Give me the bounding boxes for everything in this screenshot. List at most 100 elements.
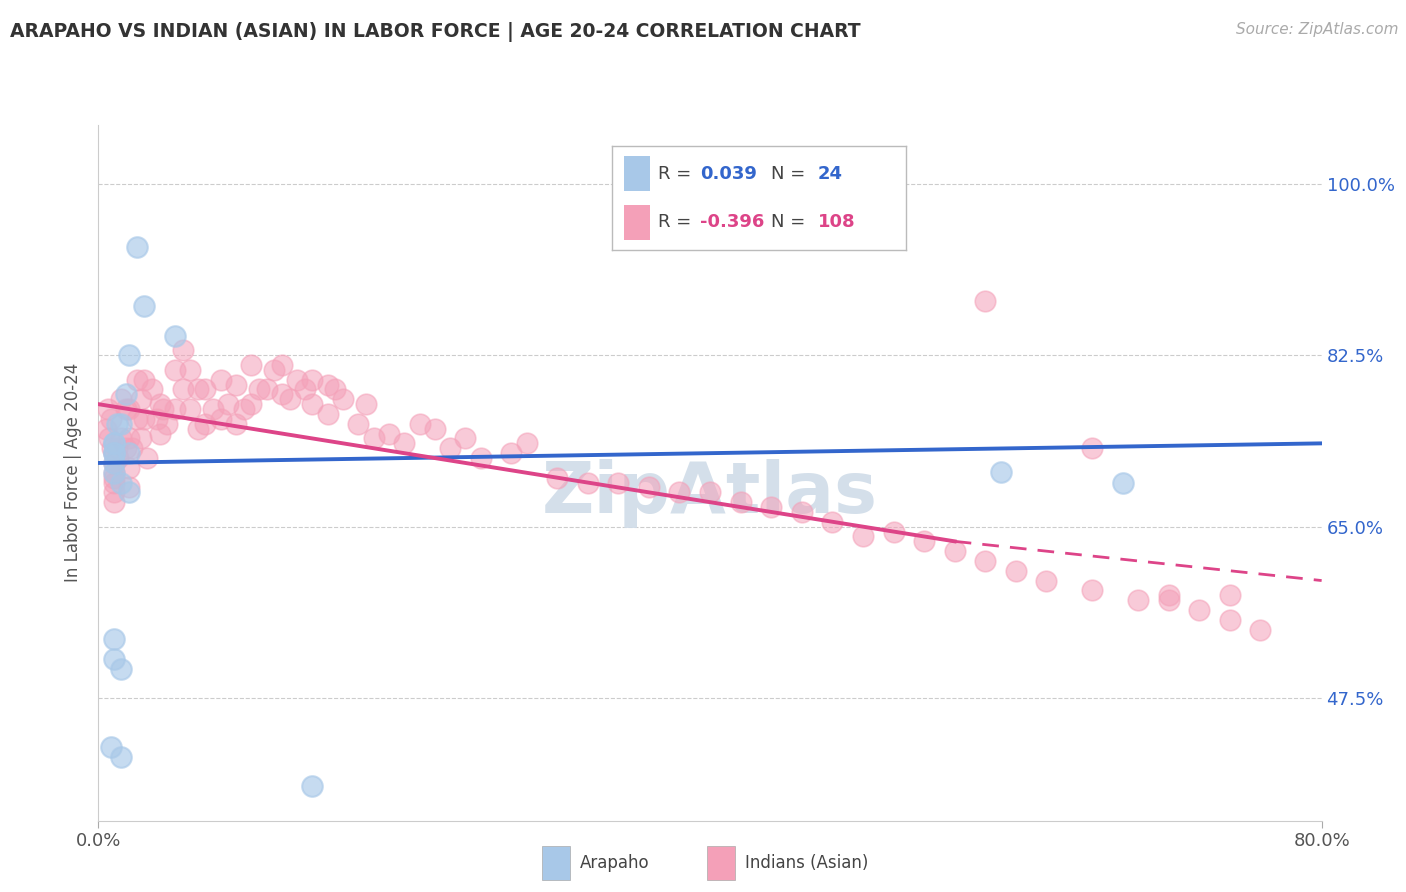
Point xyxy=(125,373,148,387)
Point xyxy=(240,397,263,411)
Point xyxy=(209,373,232,387)
Point xyxy=(110,750,132,764)
Text: -0.396: -0.396 xyxy=(700,213,765,231)
Point xyxy=(325,383,347,397)
Point xyxy=(1249,623,1271,637)
Point xyxy=(363,432,385,446)
Point xyxy=(172,383,194,397)
Point xyxy=(100,412,122,426)
Point xyxy=(110,392,132,407)
Point xyxy=(294,383,316,397)
Point xyxy=(118,446,141,460)
Point xyxy=(392,436,416,450)
Text: Indians (Asian): Indians (Asian) xyxy=(745,854,869,872)
Point xyxy=(103,436,125,450)
Point xyxy=(121,442,143,456)
Point xyxy=(103,456,125,470)
Point xyxy=(194,417,217,431)
Point xyxy=(1157,588,1180,602)
Point xyxy=(883,524,905,539)
Point xyxy=(118,432,141,446)
Point xyxy=(118,485,141,500)
Point xyxy=(103,446,125,460)
Text: ARAPAHO VS INDIAN (ASIAN) IN LABOR FORCE | AGE 20-24 CORRELATION CHART: ARAPAHO VS INDIAN (ASIAN) IN LABOR FORCE… xyxy=(10,22,860,42)
Point xyxy=(172,343,194,358)
Point xyxy=(354,397,377,411)
Point xyxy=(103,495,125,509)
Bar xyxy=(624,205,651,240)
Point xyxy=(97,402,120,417)
Text: ZipAtlas: ZipAtlas xyxy=(543,459,877,528)
Point xyxy=(103,485,125,500)
Point xyxy=(134,373,156,387)
Point xyxy=(225,377,247,392)
Point xyxy=(247,383,270,397)
Point xyxy=(149,426,172,441)
Point xyxy=(105,417,128,431)
Point xyxy=(103,446,125,460)
Point xyxy=(103,446,125,460)
Point xyxy=(1157,593,1180,607)
Point xyxy=(637,480,661,494)
Point xyxy=(240,358,263,372)
Point xyxy=(378,426,401,441)
Bar xyxy=(707,846,735,880)
Y-axis label: In Labor Force | Age 20-24: In Labor Force | Age 20-24 xyxy=(65,363,83,582)
Point xyxy=(699,485,721,500)
Text: R =: R = xyxy=(658,213,697,231)
Point xyxy=(152,402,174,417)
Point xyxy=(110,475,132,490)
Point xyxy=(118,348,141,362)
Point xyxy=(1219,588,1241,602)
Point xyxy=(270,358,292,372)
Point xyxy=(546,470,568,484)
Point xyxy=(256,383,278,397)
Point xyxy=(156,417,179,431)
Point xyxy=(194,383,217,397)
Point xyxy=(974,294,997,309)
Point xyxy=(103,436,125,450)
Point xyxy=(730,495,752,509)
Point xyxy=(115,402,138,417)
Point xyxy=(217,397,239,411)
Point xyxy=(912,534,935,549)
Point xyxy=(103,475,125,490)
Point xyxy=(301,397,323,411)
Bar xyxy=(543,846,569,880)
Point xyxy=(118,402,141,417)
Point xyxy=(232,402,254,417)
Point xyxy=(270,387,292,401)
Point xyxy=(110,662,132,676)
Point xyxy=(1035,574,1057,588)
Point xyxy=(107,451,129,466)
Point xyxy=(668,485,690,500)
Point xyxy=(408,417,430,431)
Point xyxy=(974,554,997,568)
Point xyxy=(145,412,167,426)
Point xyxy=(607,475,630,490)
Point xyxy=(990,465,1012,479)
Point xyxy=(301,780,323,794)
Point xyxy=(129,432,152,446)
Point xyxy=(134,299,156,313)
Point xyxy=(1081,442,1104,456)
Point xyxy=(516,436,538,450)
Text: Source: ZipAtlas.com: Source: ZipAtlas.com xyxy=(1236,22,1399,37)
Point xyxy=(125,412,148,426)
Point xyxy=(263,363,285,377)
Point xyxy=(118,461,141,475)
Point xyxy=(110,432,132,446)
Point xyxy=(1081,583,1104,598)
Point xyxy=(115,442,138,456)
Text: N =: N = xyxy=(770,165,811,183)
Point xyxy=(202,402,225,417)
Point xyxy=(943,544,966,558)
Point xyxy=(576,475,599,490)
Text: R =: R = xyxy=(658,165,697,183)
Point xyxy=(134,412,156,426)
Point xyxy=(179,402,201,417)
Point xyxy=(103,652,125,666)
Text: 24: 24 xyxy=(818,165,842,183)
Point xyxy=(118,480,141,494)
Text: Arapaho: Arapaho xyxy=(579,854,650,872)
